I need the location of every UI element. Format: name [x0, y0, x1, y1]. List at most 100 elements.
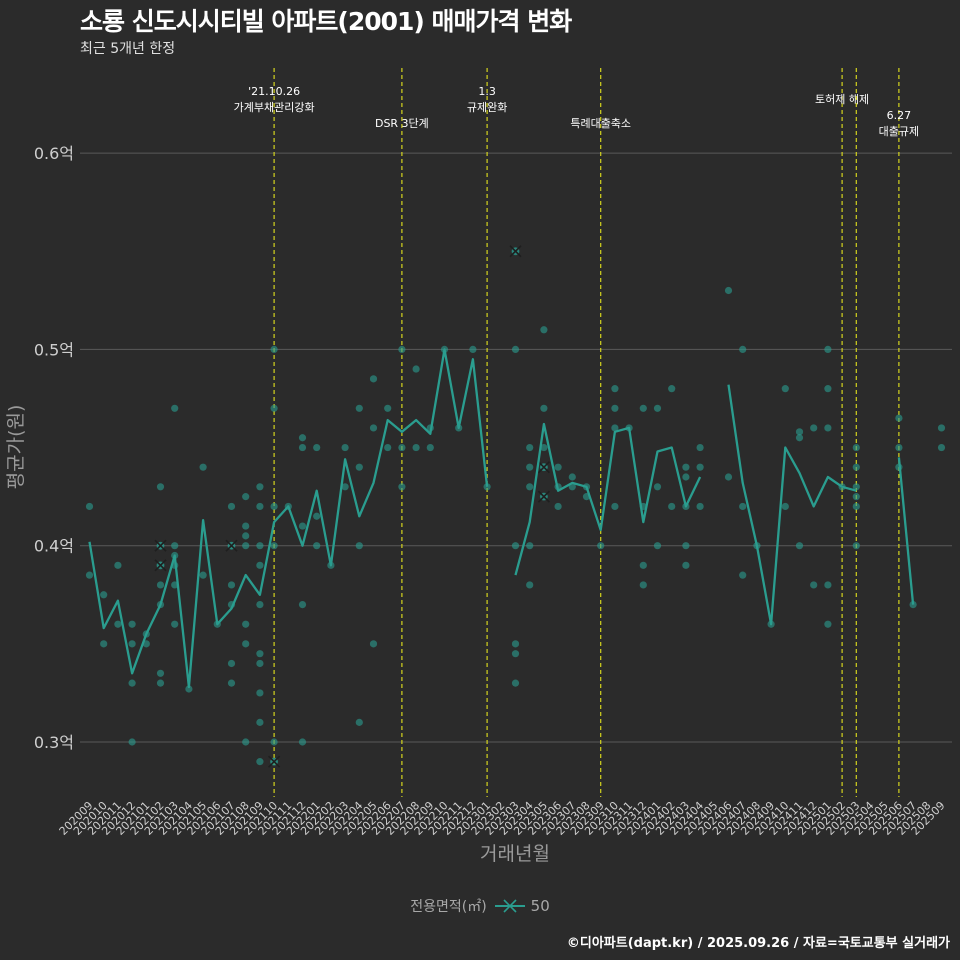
- legend: 전용면적(㎡) 50: [0, 896, 960, 916]
- series-line-segment: [727, 384, 857, 626]
- data-point: [511, 650, 520, 658]
- x-axis: 2020092020102020112020122021012021022021…: [57, 799, 948, 838]
- data-point: [568, 473, 576, 481]
- data-point: [156, 669, 165, 677]
- data-point: [611, 404, 619, 412]
- data-point: [128, 738, 136, 746]
- data-point: [511, 542, 520, 550]
- series-line-segment: [88, 348, 489, 689]
- data-point: [369, 424, 378, 432]
- data-point: [781, 502, 789, 511]
- outlier-cross: [154, 539, 167, 552]
- data-point: [242, 493, 250, 501]
- data-point: [412, 443, 420, 452]
- data-point: [128, 640, 136, 648]
- event-label: '21.10.26 가계부채관리강화: [234, 85, 315, 114]
- data-point: [526, 483, 534, 491]
- data-point: [398, 345, 406, 353]
- y-tick-label: 0.6억: [34, 144, 74, 163]
- data-point: [256, 561, 264, 569]
- data-point: [128, 679, 136, 687]
- data-point: [242, 522, 250, 530]
- data-point: [227, 659, 236, 668]
- data-point: [795, 434, 804, 442]
- series-line-segment: [897, 457, 915, 605]
- data-point: [341, 483, 349, 491]
- data-point: [156, 483, 165, 491]
- data-point: [185, 685, 193, 693]
- outlier-marker: [537, 461, 550, 474]
- data-point: [227, 679, 236, 687]
- data-point: [682, 463, 690, 471]
- data-point: [852, 443, 860, 452]
- data-point: [526, 581, 534, 589]
- data-point: [937, 443, 946, 452]
- outlier-cross: [537, 490, 550, 503]
- event-label: 1.3 규제완화: [467, 85, 507, 114]
- outlier-marker: [154, 539, 167, 552]
- data-point: [739, 502, 747, 511]
- series-line: [88, 348, 915, 689]
- data-point: [483, 483, 491, 491]
- data-point: [795, 542, 804, 550]
- outlier-marker: [268, 755, 281, 768]
- data-point: [171, 542, 179, 550]
- data-point: [270, 738, 278, 746]
- data-point: [355, 542, 363, 550]
- outlier-marker: [225, 539, 238, 552]
- y-tick-label: 0.3억: [34, 733, 74, 752]
- outlier-markers: [154, 245, 550, 768]
- y-tick-label: 0.5억: [34, 340, 74, 359]
- data-point: [824, 385, 832, 393]
- data-point: [298, 522, 307, 530]
- data-point: [653, 404, 662, 412]
- data-point: [242, 620, 250, 628]
- outlier-marker: [537, 490, 550, 503]
- data-point: [526, 463, 534, 471]
- data-point: [639, 404, 647, 412]
- data-point: [227, 502, 236, 511]
- data-point: [795, 428, 804, 436]
- data-point: [668, 385, 676, 393]
- event-label: 특례대출축소: [570, 117, 631, 130]
- data-point: [355, 404, 363, 412]
- data-point: [256, 718, 264, 726]
- event-label: 6.27 대출규제: [879, 109, 919, 138]
- data-point: [554, 463, 562, 471]
- legend-title: 전용면적(㎡): [410, 899, 487, 915]
- data-point: [270, 404, 278, 412]
- data-point: [341, 443, 349, 452]
- data-point: [852, 493, 860, 501]
- series-line-segment: [514, 422, 702, 576]
- data-point: [114, 620, 122, 628]
- data-point: [554, 502, 562, 511]
- data-point: [724, 473, 733, 481]
- data-point: [682, 542, 690, 550]
- data-point: [199, 571, 207, 579]
- data-point: [426, 443, 434, 452]
- data-point: [171, 404, 179, 412]
- data-point: [313, 443, 321, 452]
- data-point: [242, 542, 250, 550]
- data-point: [852, 463, 860, 471]
- data-point: [313, 542, 321, 550]
- data-point: [355, 718, 363, 726]
- data-point: [412, 365, 420, 373]
- data-point: [398, 443, 406, 452]
- data-point: [256, 542, 264, 550]
- data-point: [384, 404, 392, 412]
- data-point: [511, 679, 520, 687]
- data-point: [100, 591, 108, 599]
- data-point: [398, 483, 406, 491]
- data-point: [895, 443, 903, 452]
- data-point: [199, 463, 207, 471]
- data-point: [298, 434, 307, 442]
- data-point: [256, 650, 264, 658]
- data-point: [128, 620, 136, 628]
- data-point: [256, 689, 264, 697]
- legend-key-icon: [494, 899, 525, 913]
- outlier-cross: [509, 245, 522, 258]
- data-point: [781, 385, 789, 393]
